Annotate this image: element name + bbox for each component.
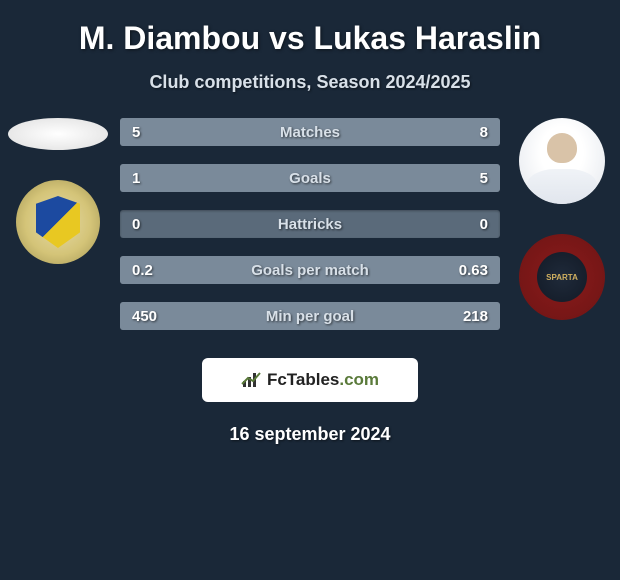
date-label: 16 september 2024 bbox=[0, 424, 620, 445]
page-title: M. Diambou vs Lukas Haraslin bbox=[0, 20, 620, 57]
club-right-badge: SPARTA bbox=[519, 234, 605, 320]
subtitle: Club competitions, Season 2024/2025 bbox=[0, 72, 620, 93]
main-row: 5 Matches 8 1 Goals 5 0 Hattricks 0 0.2 Goals per … bbox=[0, 118, 620, 330]
stat-row: 5 Matches 8 bbox=[120, 118, 500, 146]
stat-row: 0.2 Goals per match 0.63 bbox=[120, 256, 500, 284]
shield-icon bbox=[36, 196, 80, 248]
stat-value-right: 0.63 bbox=[459, 262, 488, 279]
club-right-inner: SPARTA bbox=[537, 252, 587, 302]
stats-column: 5 Matches 8 1 Goals 5 0 Hattricks 0 0.2 Goals per … bbox=[120, 118, 500, 330]
right-column: SPARTA bbox=[512, 118, 612, 320]
stat-value-right: 8 bbox=[480, 124, 488, 141]
bar-chart-icon bbox=[241, 371, 263, 389]
stat-value-left: 450 bbox=[132, 308, 157, 325]
stat-value-right: 0 bbox=[480, 216, 488, 233]
club-left-badge bbox=[16, 180, 100, 264]
player-right-avatar bbox=[519, 118, 605, 204]
stat-label: Min per goal bbox=[266, 308, 354, 325]
brand-name: FcTables bbox=[267, 370, 339, 389]
stat-value-left: 0.2 bbox=[132, 262, 153, 279]
brand-box[interactable]: FcTables.com bbox=[202, 358, 418, 402]
stat-row: 0 Hattricks 0 bbox=[120, 210, 500, 238]
stat-value-left: 0 bbox=[132, 216, 140, 233]
stat-label: Matches bbox=[280, 124, 340, 141]
stat-value-left: 5 bbox=[132, 124, 140, 141]
stat-row: 450 Min per goal 218 bbox=[120, 302, 500, 330]
club-right-text: SPARTA bbox=[546, 273, 578, 282]
left-column bbox=[8, 118, 108, 264]
comparison-card: M. Diambou vs Lukas Haraslin Club compet… bbox=[0, 0, 620, 455]
brand-suffix: .com bbox=[339, 370, 379, 389]
stat-label: Goals per match bbox=[251, 262, 369, 279]
stat-value-right: 218 bbox=[463, 308, 488, 325]
stat-fill-left bbox=[120, 118, 264, 146]
stat-fill-left bbox=[120, 164, 185, 192]
stat-label: Hattricks bbox=[278, 216, 342, 233]
stat-label: Goals bbox=[289, 170, 331, 187]
stat-row: 1 Goals 5 bbox=[120, 164, 500, 192]
stat-value-left: 1 bbox=[132, 170, 140, 187]
player-left-avatar bbox=[8, 118, 108, 150]
stat-fill-right bbox=[185, 164, 500, 192]
stat-value-right: 5 bbox=[480, 170, 488, 187]
brand-text: FcTables.com bbox=[267, 370, 379, 390]
